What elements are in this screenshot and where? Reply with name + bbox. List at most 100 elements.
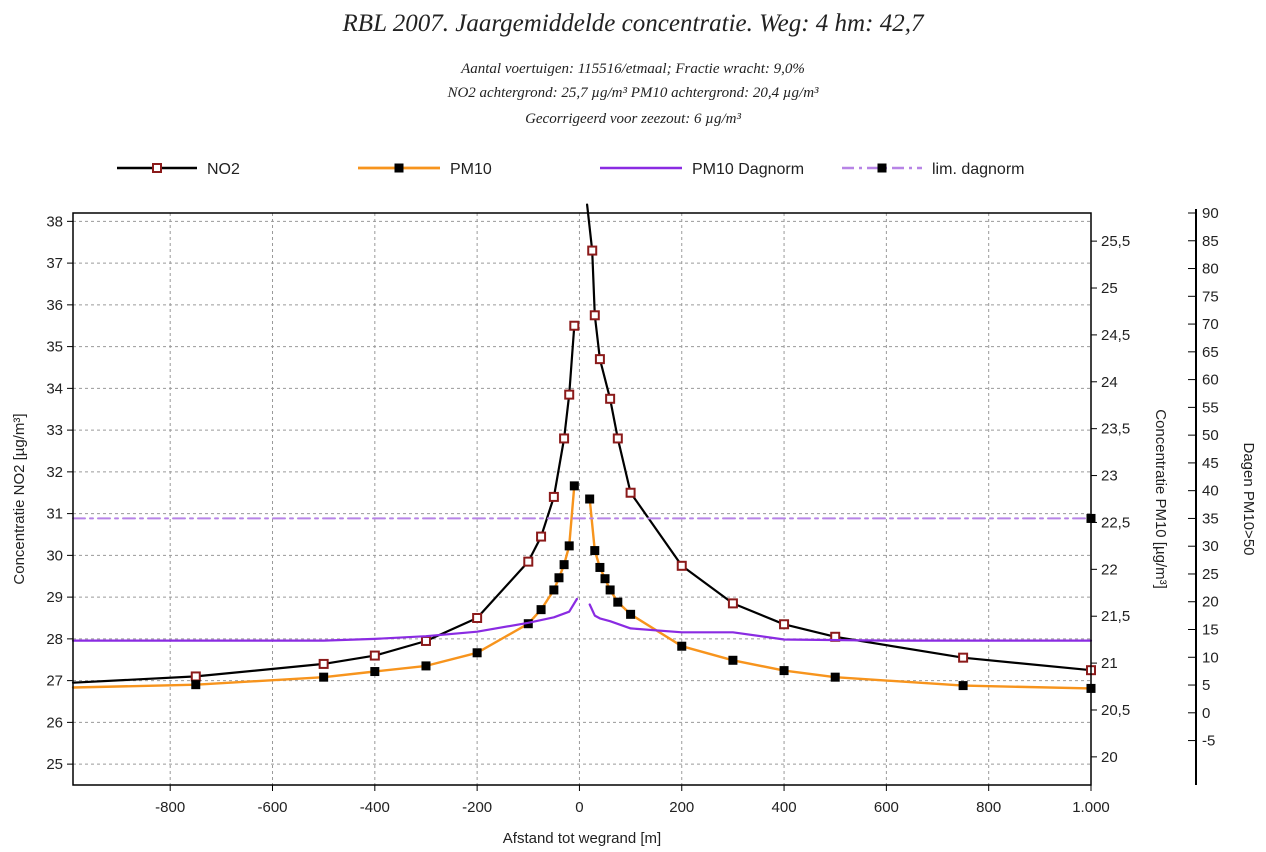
data-point-pm10 [605, 585, 615, 595]
plot-area [71, 203, 1096, 693]
data-point-pm10 [590, 546, 600, 556]
x-tick-label: -200 [462, 799, 492, 816]
y-left-tick-label: 26 [46, 714, 63, 731]
y-left-tick-label: 35 [46, 339, 63, 356]
series-line-pm10-dagnorm [71, 597, 579, 642]
data-point-no2 [612, 433, 623, 444]
legend-item-pm10: PM10 [358, 161, 492, 178]
data-point-no2 [587, 245, 598, 256]
data-point-pm10 [472, 648, 482, 658]
data-point-no2 [472, 612, 483, 623]
y-right2-tick-label: 20 [1202, 594, 1219, 611]
y-left-tick-label: 31 [46, 506, 63, 523]
legend-marker [394, 163, 404, 173]
y-right1-tick-label: 21 [1101, 655, 1118, 672]
x-tick-label: 200 [669, 799, 694, 816]
y-left-tick-label: 36 [46, 297, 63, 314]
y-left-tick-label: 37 [46, 255, 63, 272]
y-right2-tick-label: 65 [1202, 344, 1219, 361]
grid [73, 213, 1092, 785]
data-point-no2 [569, 320, 580, 331]
y-right2-tick-label: 10 [1202, 649, 1219, 666]
y-axis-label-right-days: Dagen PM10>50 [1240, 443, 1257, 556]
data-point-no2 [779, 619, 790, 630]
data-point-no2 [727, 598, 738, 609]
legend: NO2 PM10 PM10 Dagnorm lim. dagnorm [117, 161, 1024, 178]
y-right1-tick-label: 20,5 [1101, 702, 1130, 719]
legend-marker [152, 163, 162, 173]
y-right2-tick-label: 35 [1202, 510, 1219, 527]
data-point-pm10 [728, 655, 738, 665]
data-point-pm10 [600, 574, 610, 584]
series-lim-dagnorm [72, 513, 1096, 523]
y-left-tick-label: 32 [46, 464, 63, 481]
legend-item-pm10-dagnorm: PM10 Dagnorm [600, 161, 804, 178]
x-tick-label: -400 [360, 799, 390, 816]
y-left-tick-label: 34 [46, 380, 63, 397]
y-axis-label-right-pm10: Concentratie PM10 [µg/m³] [1152, 409, 1169, 589]
data-point-no2 [190, 671, 201, 682]
y-right1-tick-label: 24 [1101, 374, 1118, 391]
x-tick-label: 800 [976, 799, 1001, 816]
data-point-no2 [676, 560, 687, 571]
y-right2-tick-label: 90 [1202, 205, 1219, 222]
data-point-no2 [369, 650, 380, 661]
y-right1-tick-label: 25 [1101, 280, 1118, 297]
y-right2-tick-label: 60 [1202, 372, 1219, 389]
y-left-tick-label: 38 [46, 213, 63, 230]
x-tick-label: 0 [575, 799, 583, 816]
chart-subtitle-line-1: Aantal voertuigen: 115516/etmaal; Fracti… [461, 61, 805, 77]
y-right1-tick-label: 20 [1101, 749, 1118, 766]
y-right2-tick-label: 5 [1202, 677, 1210, 694]
data-point-no2 [548, 491, 559, 502]
y-right2-tick-label: 75 [1202, 288, 1219, 305]
x-tick-label: -800 [155, 799, 185, 816]
x-tick-label: 600 [874, 799, 899, 816]
data-point-pm10 [549, 585, 559, 595]
data-point-no2 [958, 652, 969, 663]
chart-title: RBL 2007. Jaargemiddelde concentratie. W… [342, 10, 924, 37]
data-point-pm10 [564, 541, 574, 551]
axes: -800 -600 -400 -200 0 200 400 600 800 1.000 25 26 27… [46, 205, 1218, 816]
plot-frame [72, 212, 1092, 786]
y-right1-tick-label: 22,5 [1101, 514, 1130, 531]
x-tick-label: 400 [772, 799, 797, 816]
x-tick-label: -600 [257, 799, 287, 816]
x-tick-label: 1.000 [1072, 799, 1110, 816]
y-right1-tick-label: 25,5 [1101, 233, 1130, 250]
x-axis-label: Afstand tot wegrand [m] [503, 830, 661, 847]
y-right2-tick-label: 55 [1202, 399, 1219, 416]
data-point-pm10 [626, 609, 636, 619]
series-line-pm10 [588, 497, 1093, 690]
legend-label: PM10 Dagnorm [692, 161, 804, 178]
y-right2-tick-label: 70 [1202, 316, 1219, 333]
y-right2-tick-label: 50 [1202, 427, 1219, 444]
data-point-no2 [420, 635, 431, 646]
data-point-no2 [625, 487, 636, 498]
data-point-pm10 [830, 672, 840, 682]
y-right1-tick-label: 21,5 [1101, 608, 1130, 625]
legend-item-lim-dagnorm: lim. dagnorm [842, 161, 1024, 178]
y-left-tick-label: 25 [46, 756, 63, 773]
legend-item-no2: NO2 [117, 161, 240, 178]
y-right2-tick-label: 80 [1202, 261, 1219, 278]
data-point-pm10 [191, 680, 201, 690]
data-point-no2 [559, 433, 570, 444]
data-point-pm10 [554, 573, 564, 583]
y-left-tick-label: 27 [46, 673, 63, 690]
y-right2-tick-label: 85 [1202, 233, 1219, 250]
data-point-no2 [605, 393, 616, 404]
data-point-no2 [536, 531, 547, 542]
y-right2-tick-label: 30 [1202, 538, 1219, 555]
series-line-no2 [585, 203, 1093, 672]
series-no2 [71, 203, 1096, 684]
y-right2-tick-label: -5 [1202, 733, 1215, 750]
data-point-pm10 [779, 666, 789, 676]
y-left-tick-label: 33 [46, 422, 63, 439]
data-point-no2 [589, 310, 600, 321]
series-line-no2 [71, 322, 579, 684]
y-left-tick-label: 30 [46, 547, 63, 564]
data-point-pm10 [569, 481, 579, 491]
y-right1-tick-label: 23 [1101, 468, 1118, 485]
